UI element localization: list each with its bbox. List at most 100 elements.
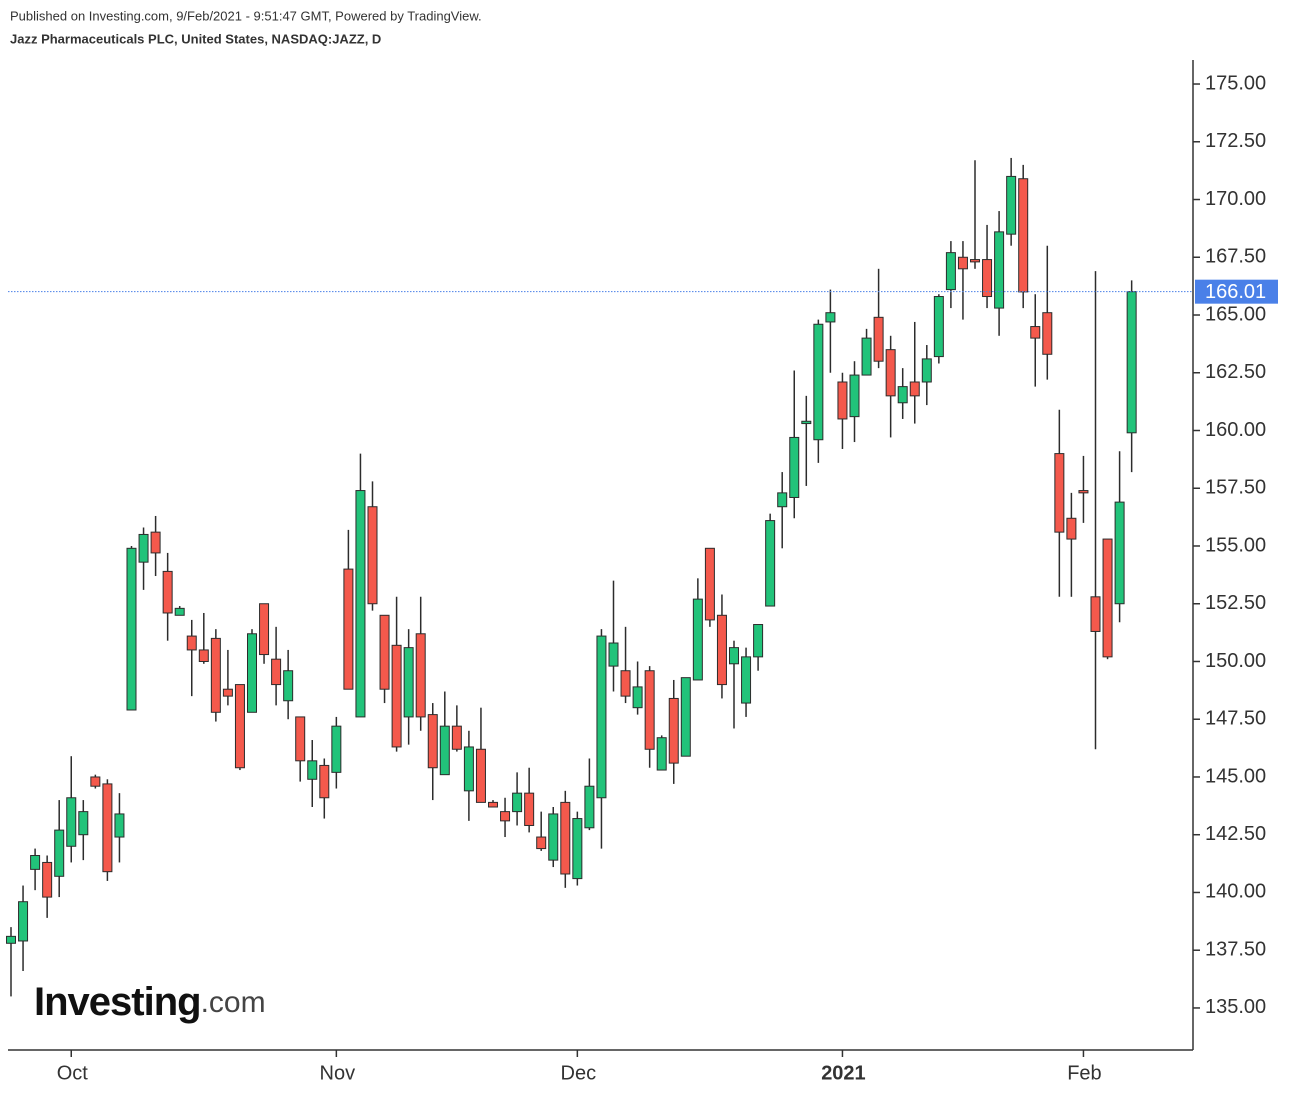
candle-body <box>379 614 390 690</box>
candle-body <box>186 635 197 651</box>
candle-body <box>78 811 89 836</box>
y-tick-label: 172.50 <box>1205 130 1266 152</box>
candle-body <box>307 760 318 780</box>
candle-body <box>174 607 185 616</box>
y-tick-label: 175.00 <box>1205 72 1266 94</box>
candle-body <box>524 792 535 826</box>
candle-body <box>1090 596 1101 632</box>
candle-body <box>463 746 474 792</box>
candle-body <box>415 633 426 718</box>
candle-body <box>427 714 438 769</box>
candle-body <box>957 256 968 270</box>
last-price-box <box>1195 279 1278 304</box>
candle-body <box>536 836 547 850</box>
candle-body <box>42 861 53 898</box>
y-tick-label: 140.00 <box>1205 881 1266 903</box>
candle-body <box>608 642 619 667</box>
candle-body <box>982 259 993 298</box>
y-tick-label: 137.50 <box>1205 938 1266 960</box>
candle-body <box>777 492 788 508</box>
candle-body <box>909 381 920 397</box>
x-tick-label: 2021 <box>821 1062 866 1084</box>
x-tick-label: Feb <box>1067 1062 1101 1084</box>
candle-body <box>475 748 486 803</box>
candle-body <box>1030 326 1041 339</box>
y-tick-label: 170.00 <box>1205 188 1266 210</box>
candle-body <box>897 386 908 404</box>
candle-body <box>1054 453 1065 533</box>
candle-body <box>18 901 29 942</box>
candle-body <box>90 776 101 787</box>
x-tick-label: Dec <box>561 1062 597 1084</box>
candle-body <box>162 570 173 614</box>
y-tick-label: 135.00 <box>1205 996 1266 1018</box>
candle-body <box>1066 517 1077 540</box>
candle-body <box>331 725 342 773</box>
y-tick-label: 145.00 <box>1205 765 1266 787</box>
y-tick-label: 167.50 <box>1205 246 1266 268</box>
candle-body <box>259 603 270 656</box>
candle-body <box>584 785 595 829</box>
candle-body <box>6 935 16 944</box>
candle-body <box>548 813 559 861</box>
candle-body <box>66 797 77 847</box>
candle-body <box>343 568 354 690</box>
y-tick-label: 150.00 <box>1205 650 1266 672</box>
last-price-label: 166.01 <box>1205 281 1266 303</box>
candle-body <box>403 647 414 718</box>
chart-title: Jazz Pharmaceuticals PLC, United States,… <box>10 31 381 46</box>
x-tick-label: Oct <box>57 1062 89 1084</box>
candle-body <box>753 624 764 658</box>
candle-body <box>885 349 896 397</box>
candle-body <box>825 312 836 323</box>
candle-body <box>355 490 366 718</box>
y-tick-label: 165.00 <box>1205 303 1266 325</box>
candle-body <box>500 811 511 822</box>
candle-body <box>596 635 607 799</box>
y-tick-label: 155.00 <box>1205 534 1266 556</box>
candle-body <box>367 506 378 605</box>
candle-body <box>1114 501 1125 605</box>
candle-body <box>945 252 956 291</box>
candle-body <box>741 656 752 704</box>
candle-body <box>391 644 402 748</box>
candle-body <box>451 725 462 750</box>
header: Published on Investing.com, 9/Feb/2021 -… <box>10 8 482 23</box>
candle-body <box>1042 312 1053 355</box>
candle-body <box>1078 490 1089 494</box>
candle-body <box>668 697 679 764</box>
candle-body <box>198 649 209 662</box>
candle-body <box>234 684 245 769</box>
candle-body <box>837 381 848 420</box>
candle-body <box>271 658 282 686</box>
logo: Investing.com <box>34 980 266 1024</box>
candle-body <box>572 818 583 880</box>
candle-body <box>1102 538 1113 658</box>
candle-body <box>813 323 824 441</box>
candle-body <box>729 647 739 665</box>
candle-body <box>1018 178 1029 293</box>
candle-body <box>283 670 294 702</box>
candle-body <box>704 547 715 621</box>
candle-body <box>680 677 691 757</box>
candle-body <box>789 436 800 498</box>
y-tick-label: 152.50 <box>1205 592 1266 614</box>
candle-body <box>114 813 125 838</box>
y-tick-label: 160.00 <box>1205 419 1266 441</box>
candle-body <box>138 533 149 563</box>
candle-body <box>210 637 221 713</box>
candle-body <box>716 614 727 686</box>
candle-body <box>295 716 306 762</box>
logo-suffix: .com <box>201 986 266 1019</box>
candle-body <box>801 420 812 425</box>
candle-body <box>30 855 41 870</box>
candle-body <box>849 374 860 418</box>
candle-body <box>620 670 631 697</box>
candle-body <box>319 764 330 799</box>
y-tick-label: 147.50 <box>1205 708 1266 730</box>
candle-body <box>150 531 161 554</box>
candle-body <box>126 547 137 711</box>
candle-body <box>102 783 113 873</box>
x-tick-label: Nov <box>320 1062 356 1084</box>
candle-body <box>247 633 257 713</box>
